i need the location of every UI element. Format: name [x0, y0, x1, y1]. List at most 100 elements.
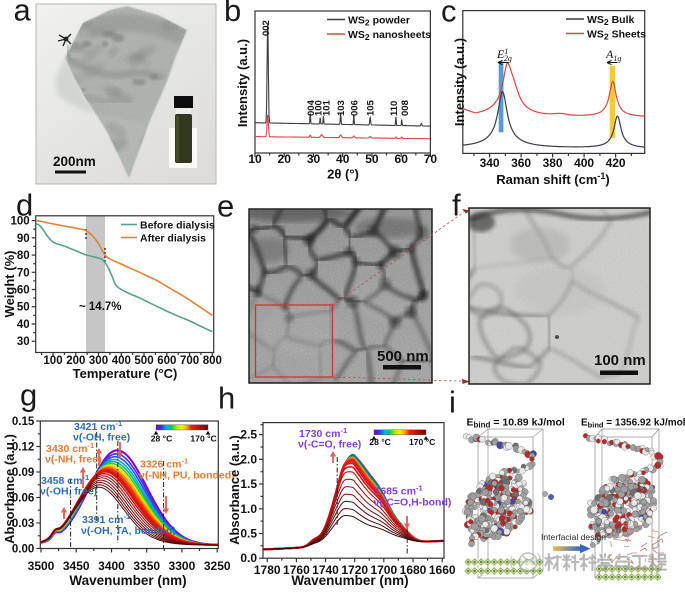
svg-text:103: 103 — [336, 100, 347, 116]
svg-text:360: 360 — [511, 156, 531, 170]
svg-text:1680: 1680 — [400, 563, 427, 577]
svg-text:500 nm: 500 nm — [377, 348, 429, 365]
svg-text:90: 90 — [17, 233, 30, 245]
svg-text:Weight (%): Weight (%) — [2, 251, 17, 318]
svg-text:1720: 1720 — [341, 563, 368, 577]
svg-text:3400: 3400 — [98, 559, 125, 573]
svg-text:70: 70 — [17, 267, 30, 279]
svg-text:008: 008 — [400, 100, 411, 116]
svg-text:420: 420 — [606, 156, 626, 170]
svg-text:1.5: 1.5 — [240, 477, 257, 491]
svg-text:ν(-C=O, free): ν(-C=O, free) — [298, 439, 361, 451]
svg-text:1700: 1700 — [370, 563, 397, 577]
svg-text:i: i — [449, 385, 456, 420]
svg-text:ν(-NH, PU, bonded): ν(-NH, PU, bonded) — [139, 470, 235, 482]
svg-text:800: 800 — [203, 355, 222, 367]
svg-text:40: 40 — [336, 152, 350, 166]
svg-text:0.09: 0.09 — [12, 467, 34, 479]
svg-text:3391 cm-1: 3391 cm-1 — [82, 512, 130, 526]
svg-text:2.5: 2.5 — [240, 428, 257, 442]
svg-text:h: h — [218, 381, 235, 416]
svg-text:50: 50 — [17, 302, 30, 314]
svg-text:Before dialysis: Before dialysis — [140, 220, 215, 232]
svg-text:0.0: 0.0 — [240, 551, 257, 565]
svg-text:1.0: 1.0 — [240, 502, 257, 516]
svg-text:3350: 3350 — [133, 559, 160, 573]
svg-text:110: 110 — [389, 101, 400, 116]
svg-text:c: c — [441, 0, 457, 29]
svg-text:3500: 3500 — [28, 559, 55, 573]
svg-text:1740: 1740 — [312, 563, 339, 577]
svg-text:~ 14.7%: ~ 14.7% — [79, 301, 122, 313]
svg-text:2θ (°): 2θ (°) — [327, 167, 359, 182]
svg-text:1660: 1660 — [429, 563, 456, 577]
svg-text:Wavenumber (nm): Wavenumber (nm) — [69, 573, 186, 588]
svg-text:ν(-OH, free): ν(-OH, free) — [73, 432, 130, 444]
svg-text:50: 50 — [365, 152, 379, 166]
svg-text:ν(-C=O,H-bond): ν(-C=O,H-bond) — [374, 497, 452, 509]
svg-text:105: 105 — [366, 99, 377, 116]
svg-text:WS2 powder: WS2 powder — [348, 15, 410, 28]
svg-text:300: 300 — [89, 355, 108, 367]
svg-text:70: 70 — [424, 152, 438, 166]
svg-text:After dialysis: After dialysis — [140, 233, 206, 245]
svg-text:Raman shift (cm-1): Raman shift (cm-1) — [496, 171, 610, 187]
svg-text:3250: 3250 — [204, 559, 231, 573]
svg-text:Intensity (a.u.): Intensity (a.u.) — [235, 39, 250, 127]
svg-text:d: d — [16, 188, 33, 223]
svg-text:0.00: 0.00 — [12, 544, 34, 556]
svg-text:101: 101 — [322, 99, 333, 116]
svg-text:Intensity (a.u.): Intensity (a.u.) — [452, 38, 467, 126]
svg-text:3300: 3300 — [169, 559, 196, 573]
svg-text:20: 20 — [278, 152, 292, 166]
svg-text:40: 40 — [17, 319, 30, 331]
svg-text:ν(-OH, TA, bonded): ν(-OH, TA, bonded) — [81, 525, 176, 537]
svg-text:200nm: 200nm — [53, 154, 96, 169]
svg-text:Interfacial design: Interfacial design — [541, 532, 606, 542]
svg-text:b: b — [224, 0, 241, 28]
svg-text:3421 cm-1: 3421 cm-1 — [74, 419, 122, 433]
svg-text:WS2 Bulk: WS2 Bulk — [587, 14, 634, 27]
svg-text:Absorbance (a.u.): Absorbance (a.u.) — [2, 434, 17, 544]
svg-text:Temperature (°C): Temperature (°C) — [73, 366, 178, 381]
svg-text:0.12: 0.12 — [12, 442, 34, 454]
svg-text:60: 60 — [395, 152, 409, 166]
svg-text:0.03: 0.03 — [12, 518, 34, 530]
svg-text:Ebind = 10.89 kJ/mol: Ebind = 10.89 kJ/mol — [467, 417, 565, 430]
svg-text:3450: 3450 — [63, 559, 90, 573]
svg-text:200: 200 — [66, 355, 85, 367]
svg-text:a: a — [14, 0, 32, 28]
svg-text:400: 400 — [112, 355, 131, 367]
svg-text:100: 100 — [313, 100, 324, 116]
svg-text:3430 cm-1: 3430 cm-1 — [46, 441, 94, 455]
svg-text:60: 60 — [17, 285, 30, 297]
svg-text:WS2 nanosheets: WS2 nanosheets — [348, 29, 431, 42]
svg-text:2.0: 2.0 — [240, 452, 257, 466]
svg-text:e: e — [217, 189, 234, 224]
svg-text:002: 002 — [261, 20, 272, 36]
svg-text:100: 100 — [11, 216, 30, 228]
svg-text:600: 600 — [157, 355, 176, 367]
svg-text:30: 30 — [307, 152, 321, 166]
svg-text:0.5: 0.5 — [240, 527, 257, 541]
svg-text:28 °C: 28 °C — [369, 437, 391, 447]
svg-text:1760: 1760 — [283, 563, 310, 577]
svg-text:100 nm: 100 nm — [594, 352, 646, 369]
svg-text:1780: 1780 — [254, 563, 281, 577]
svg-text:3326 cm-1: 3326 cm-1 — [140, 457, 188, 471]
svg-text:006: 006 — [349, 100, 360, 116]
svg-text:ν(-NH, free): ν(-NH, free) — [45, 454, 102, 466]
svg-text:0.15: 0.15 — [12, 416, 35, 428]
svg-text:400: 400 — [574, 156, 594, 170]
svg-text:170 °C: 170 °C — [409, 437, 435, 447]
svg-text:Ebind = 1356.92 kJ/mol: Ebind = 1356.92 kJ/mol — [581, 418, 685, 430]
svg-text:500: 500 — [134, 355, 153, 367]
svg-text:Wavenumber (nm): Wavenumber (nm) — [291, 573, 408, 588]
svg-text:1730 cm-1: 1730 cm-1 — [299, 426, 347, 440]
svg-text:004: 004 — [306, 99, 317, 116]
svg-text:80: 80 — [17, 250, 30, 262]
svg-text:f: f — [452, 188, 461, 223]
svg-text:10: 10 — [248, 152, 262, 166]
svg-text:3458 cm-1: 3458 cm-1 — [41, 473, 89, 487]
